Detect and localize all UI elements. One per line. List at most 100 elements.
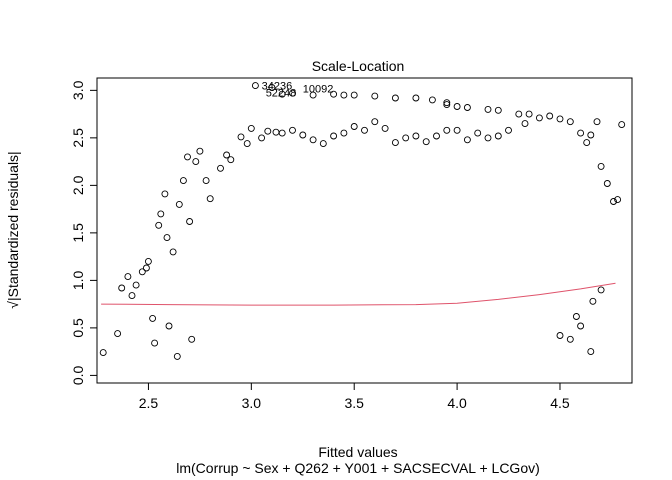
data-point bbox=[597, 286, 605, 294]
data-point bbox=[566, 335, 574, 343]
data-point bbox=[202, 177, 210, 185]
data-point bbox=[391, 139, 399, 147]
data-point bbox=[278, 129, 286, 137]
data-point bbox=[583, 139, 591, 147]
x-tick-label: 3.0 bbox=[242, 395, 262, 411]
data-point bbox=[206, 195, 214, 203]
data-point bbox=[505, 126, 512, 134]
data-point bbox=[157, 210, 165, 218]
plot-frame bbox=[96, 77, 633, 384]
point-annotation: 52248 bbox=[266, 87, 297, 99]
data-point bbox=[149, 314, 157, 322]
data-point bbox=[264, 127, 272, 135]
data-point bbox=[614, 196, 622, 204]
data-point bbox=[138, 268, 146, 276]
data-point bbox=[299, 131, 307, 139]
smooth-line bbox=[101, 282, 616, 306]
data-point bbox=[566, 118, 574, 126]
data-point bbox=[188, 335, 196, 343]
data-point bbox=[422, 138, 430, 146]
data-point bbox=[412, 132, 420, 140]
y-axis-label: √|Standardized residuals| bbox=[5, 151, 21, 308]
y-tick-label: 1.0 bbox=[70, 270, 86, 290]
point-annotation: 34236 bbox=[262, 81, 293, 93]
data-point bbox=[525, 110, 533, 118]
data-point bbox=[128, 292, 136, 300]
data-point bbox=[556, 332, 564, 339]
chart-title: Scale-Location bbox=[312, 58, 405, 74]
y-tick-label: 0.5 bbox=[70, 318, 86, 338]
data-point bbox=[309, 91, 317, 99]
data-point bbox=[515, 110, 523, 118]
data-point bbox=[535, 114, 543, 122]
data-point bbox=[179, 177, 187, 185]
data-point bbox=[391, 94, 399, 102]
data-point bbox=[428, 96, 436, 104]
data-point bbox=[173, 352, 181, 360]
data-point bbox=[243, 140, 251, 148]
data-point bbox=[577, 129, 585, 137]
data-point bbox=[593, 118, 601, 126]
x-tick-label: 4.5 bbox=[550, 395, 570, 411]
data-point bbox=[142, 264, 150, 272]
data-point bbox=[237, 133, 245, 141]
data-point bbox=[132, 281, 140, 289]
data-point bbox=[155, 221, 163, 229]
data-point bbox=[161, 190, 169, 198]
data-point bbox=[463, 104, 471, 111]
data-point bbox=[118, 284, 126, 292]
data-point bbox=[247, 124, 255, 132]
data-point bbox=[223, 151, 231, 159]
data-point bbox=[381, 124, 389, 132]
data-point bbox=[163, 234, 171, 242]
data-point bbox=[124, 273, 132, 281]
data-point bbox=[371, 92, 379, 100]
x-tick-label: 3.5 bbox=[344, 395, 364, 411]
data-point bbox=[572, 313, 580, 320]
x-tick-label: 4.0 bbox=[447, 395, 467, 411]
data-point bbox=[484, 105, 492, 113]
data-point bbox=[289, 89, 296, 97]
data-point bbox=[175, 200, 183, 208]
data-point bbox=[371, 118, 379, 126]
data-point bbox=[272, 128, 280, 136]
point-annotation: 10092 bbox=[303, 84, 334, 96]
y-axis: 0.0 0.5 1.0 1.5 2.0 2.5 3.0 bbox=[70, 80, 98, 385]
y-tick-label: 2.0 bbox=[70, 175, 86, 195]
data-point bbox=[521, 120, 529, 128]
data-point bbox=[587, 131, 595, 139]
data-point bbox=[278, 90, 286, 98]
data-point bbox=[99, 349, 107, 357]
data-point bbox=[114, 330, 122, 338]
data-point bbox=[443, 99, 451, 107]
data-point bbox=[453, 103, 461, 110]
data-point bbox=[169, 248, 177, 256]
data-point bbox=[196, 147, 204, 155]
data-point bbox=[443, 101, 451, 109]
data-point bbox=[494, 132, 502, 140]
data-point bbox=[484, 134, 492, 142]
data-point bbox=[350, 123, 358, 130]
data-point bbox=[587, 348, 595, 356]
data-point bbox=[603, 180, 611, 187]
data-point bbox=[217, 164, 224, 172]
data-point bbox=[186, 218, 194, 225]
data-point bbox=[330, 132, 338, 140]
data-point bbox=[597, 162, 605, 170]
data-point bbox=[330, 90, 338, 98]
data-point bbox=[165, 322, 173, 330]
chart-subtitle: lm(Corrup ~ Sex + Q262 + Y001 + SACSECVA… bbox=[176, 460, 540, 476]
data-point bbox=[192, 158, 200, 166]
data-point bbox=[319, 140, 327, 148]
data-point bbox=[340, 91, 348, 99]
y-tick-label: 2.5 bbox=[70, 128, 86, 148]
x-axis: 2.5 3.0 3.5 4.0 4.5 bbox=[139, 382, 570, 411]
data-point bbox=[494, 106, 502, 114]
data-point bbox=[350, 91, 358, 99]
data-point bbox=[184, 153, 191, 161]
data-point bbox=[433, 132, 440, 140]
data-point bbox=[309, 136, 317, 144]
y-tick-label: 0.0 bbox=[70, 365, 86, 385]
